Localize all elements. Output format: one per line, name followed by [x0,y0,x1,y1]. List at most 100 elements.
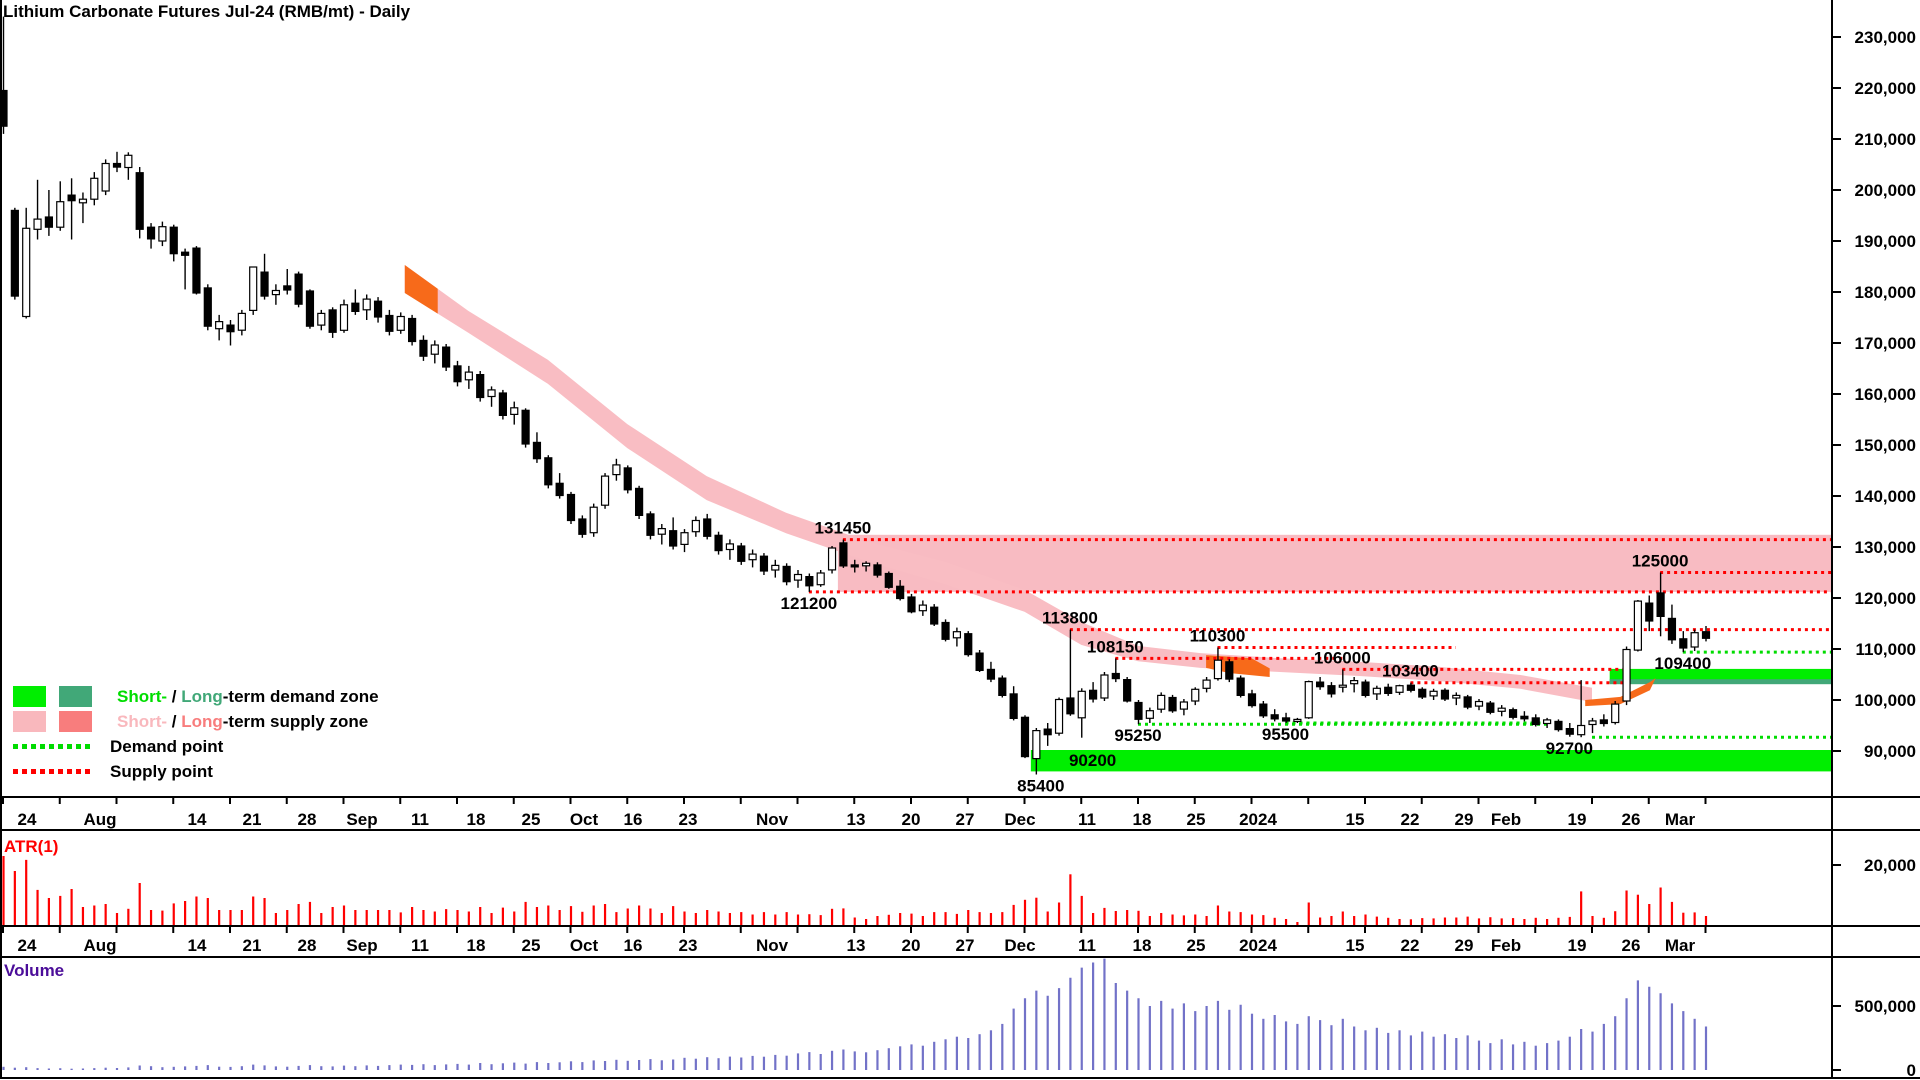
svg-text:120,000: 120,000 [1855,589,1916,608]
svg-text:15: 15 [1346,810,1365,829]
svg-text:11: 11 [1078,810,1096,829]
legend-swatch-supply-zone-0 [13,711,46,732]
svg-text:19: 19 [1568,810,1587,829]
svg-text:22: 22 [1401,936,1420,955]
svg-text:Feb: Feb [1491,936,1521,955]
svg-text:220,000: 220,000 [1855,79,1916,98]
svg-text:121200: 121200 [781,594,838,613]
legend-line-supply-point [13,769,93,774]
svg-text:16: 16 [624,810,643,829]
legend-label-supply-zone: Short- / Long-term supply zone [117,711,369,731]
svg-text:Mar: Mar [1665,936,1696,955]
svg-text:Nov: Nov [756,810,789,829]
legend-row-demand-point: Demand point [13,734,379,759]
svg-text:130,000: 130,000 [1855,538,1916,557]
ma-supply-band [404,265,1592,702]
svg-text:90200: 90200 [1069,751,1116,770]
svg-text:Aug: Aug [83,936,116,955]
svg-text:109400: 109400 [1654,654,1711,673]
svg-text:92700: 92700 [1546,739,1593,758]
legend-label-supply-point: Supply point [110,761,213,781]
svg-text:23: 23 [679,936,698,955]
svg-text:14: 14 [188,810,207,829]
svg-text:20: 20 [902,810,921,829]
svg-text:125000: 125000 [1632,552,1689,571]
svg-text:230,000: 230,000 [1855,28,1916,47]
svg-text:27: 27 [956,810,975,829]
supply-demand-lines [808,538,1832,739]
legend-label-demand-zone: Short- / Long-term demand zone [117,686,379,706]
svg-text:25: 25 [1187,936,1206,955]
svg-text:140,000: 140,000 [1855,487,1916,506]
svg-text:95250: 95250 [1114,726,1161,745]
svg-text:16: 16 [624,936,643,955]
svg-text:0: 0 [1907,1061,1916,1080]
svg-text:Oct: Oct [570,810,599,829]
legend-swatch-demand-zone-0 [13,686,46,707]
price-axis: 230,000 220,000 210,000 200,000 190,000 180,0… [1832,28,1916,1080]
supply-demand-zones [837,534,1832,772]
svg-text:Oct: Oct [570,936,599,955]
legend-label-demand-point: Demand point [110,736,224,756]
svg-text:100,000: 100,000 [1855,691,1916,710]
legend-row-supply-point: Supply point [13,759,379,784]
svg-text:95500: 95500 [1262,725,1309,744]
svg-text:2024: 2024 [1239,936,1277,955]
svg-text:2024: 2024 [1239,810,1277,829]
svg-text:20: 20 [902,936,921,955]
svg-text:108150: 108150 [1087,637,1144,656]
date-axes: 24 24 Aug Aug 14 14 21 21 28 28 Sep Sep 11 11 18 18 25 25… [2,797,1707,955]
svg-text:Sep: Sep [346,810,377,829]
svg-text:210,000: 210,000 [1855,130,1916,149]
svg-text:Aug: Aug [83,810,116,829]
svg-text:15: 15 [1346,936,1365,955]
svg-text:18: 18 [1133,810,1152,829]
svg-text:200,000: 200,000 [1855,181,1916,200]
svg-text:18: 18 [1133,936,1152,955]
svg-text:23: 23 [679,810,698,829]
svg-text:170,000: 170,000 [1855,334,1916,353]
svg-text:180,000: 180,000 [1855,283,1916,302]
svg-text:28: 28 [298,810,317,829]
svg-text:190,000: 190,000 [1855,232,1916,251]
svg-text:131450: 131450 [815,519,872,538]
svg-text:14: 14 [188,936,207,955]
volume-panel-label: Volume [4,961,65,980]
atr-bars [2,856,1708,925]
svg-text:25: 25 [1187,810,1206,829]
svg-text:11: 11 [411,936,429,955]
legend-line-demand-point [13,744,93,749]
svg-text:24: 24 [18,810,37,829]
legend-swatch-demand-zone-1 [59,686,92,707]
price-point-labels: 131450 121200 113800 108150 110300 106000 1034… [781,519,1712,796]
svg-text:18: 18 [467,810,486,829]
svg-text:113800: 113800 [1042,609,1098,628]
svg-text:25: 25 [522,810,541,829]
svg-text:19: 19 [1568,936,1587,955]
svg-text:160,000: 160,000 [1855,385,1916,404]
svg-text:11: 11 [1078,936,1096,955]
svg-text:90,000: 90,000 [1864,742,1916,761]
svg-text:29: 29 [1455,936,1474,955]
svg-text:22: 22 [1401,810,1420,829]
svg-text:29: 29 [1455,810,1474,829]
svg-text:25: 25 [522,936,541,955]
svg-text:13: 13 [847,936,866,955]
ma-band-orange-head [404,265,438,314]
svg-text:Feb: Feb [1491,810,1521,829]
svg-text:110300: 110300 [1190,627,1246,646]
candlestick-series [0,16,1711,775]
svg-text:500,000: 500,000 [1855,997,1916,1016]
svg-text:Dec: Dec [1004,936,1035,955]
legend-swatch-supply-zone-1 [59,711,92,732]
svg-text:11: 11 [411,810,429,829]
svg-text:85400: 85400 [1017,777,1064,796]
svg-text:20,000: 20,000 [1864,856,1916,875]
svg-text:150,000: 150,000 [1855,436,1916,455]
page-title: Lithium Carbonate Futures Jul-24 (RMB/mt… [3,2,411,21]
svg-text:Mar: Mar [1665,810,1696,829]
svg-text:27: 27 [956,936,975,955]
